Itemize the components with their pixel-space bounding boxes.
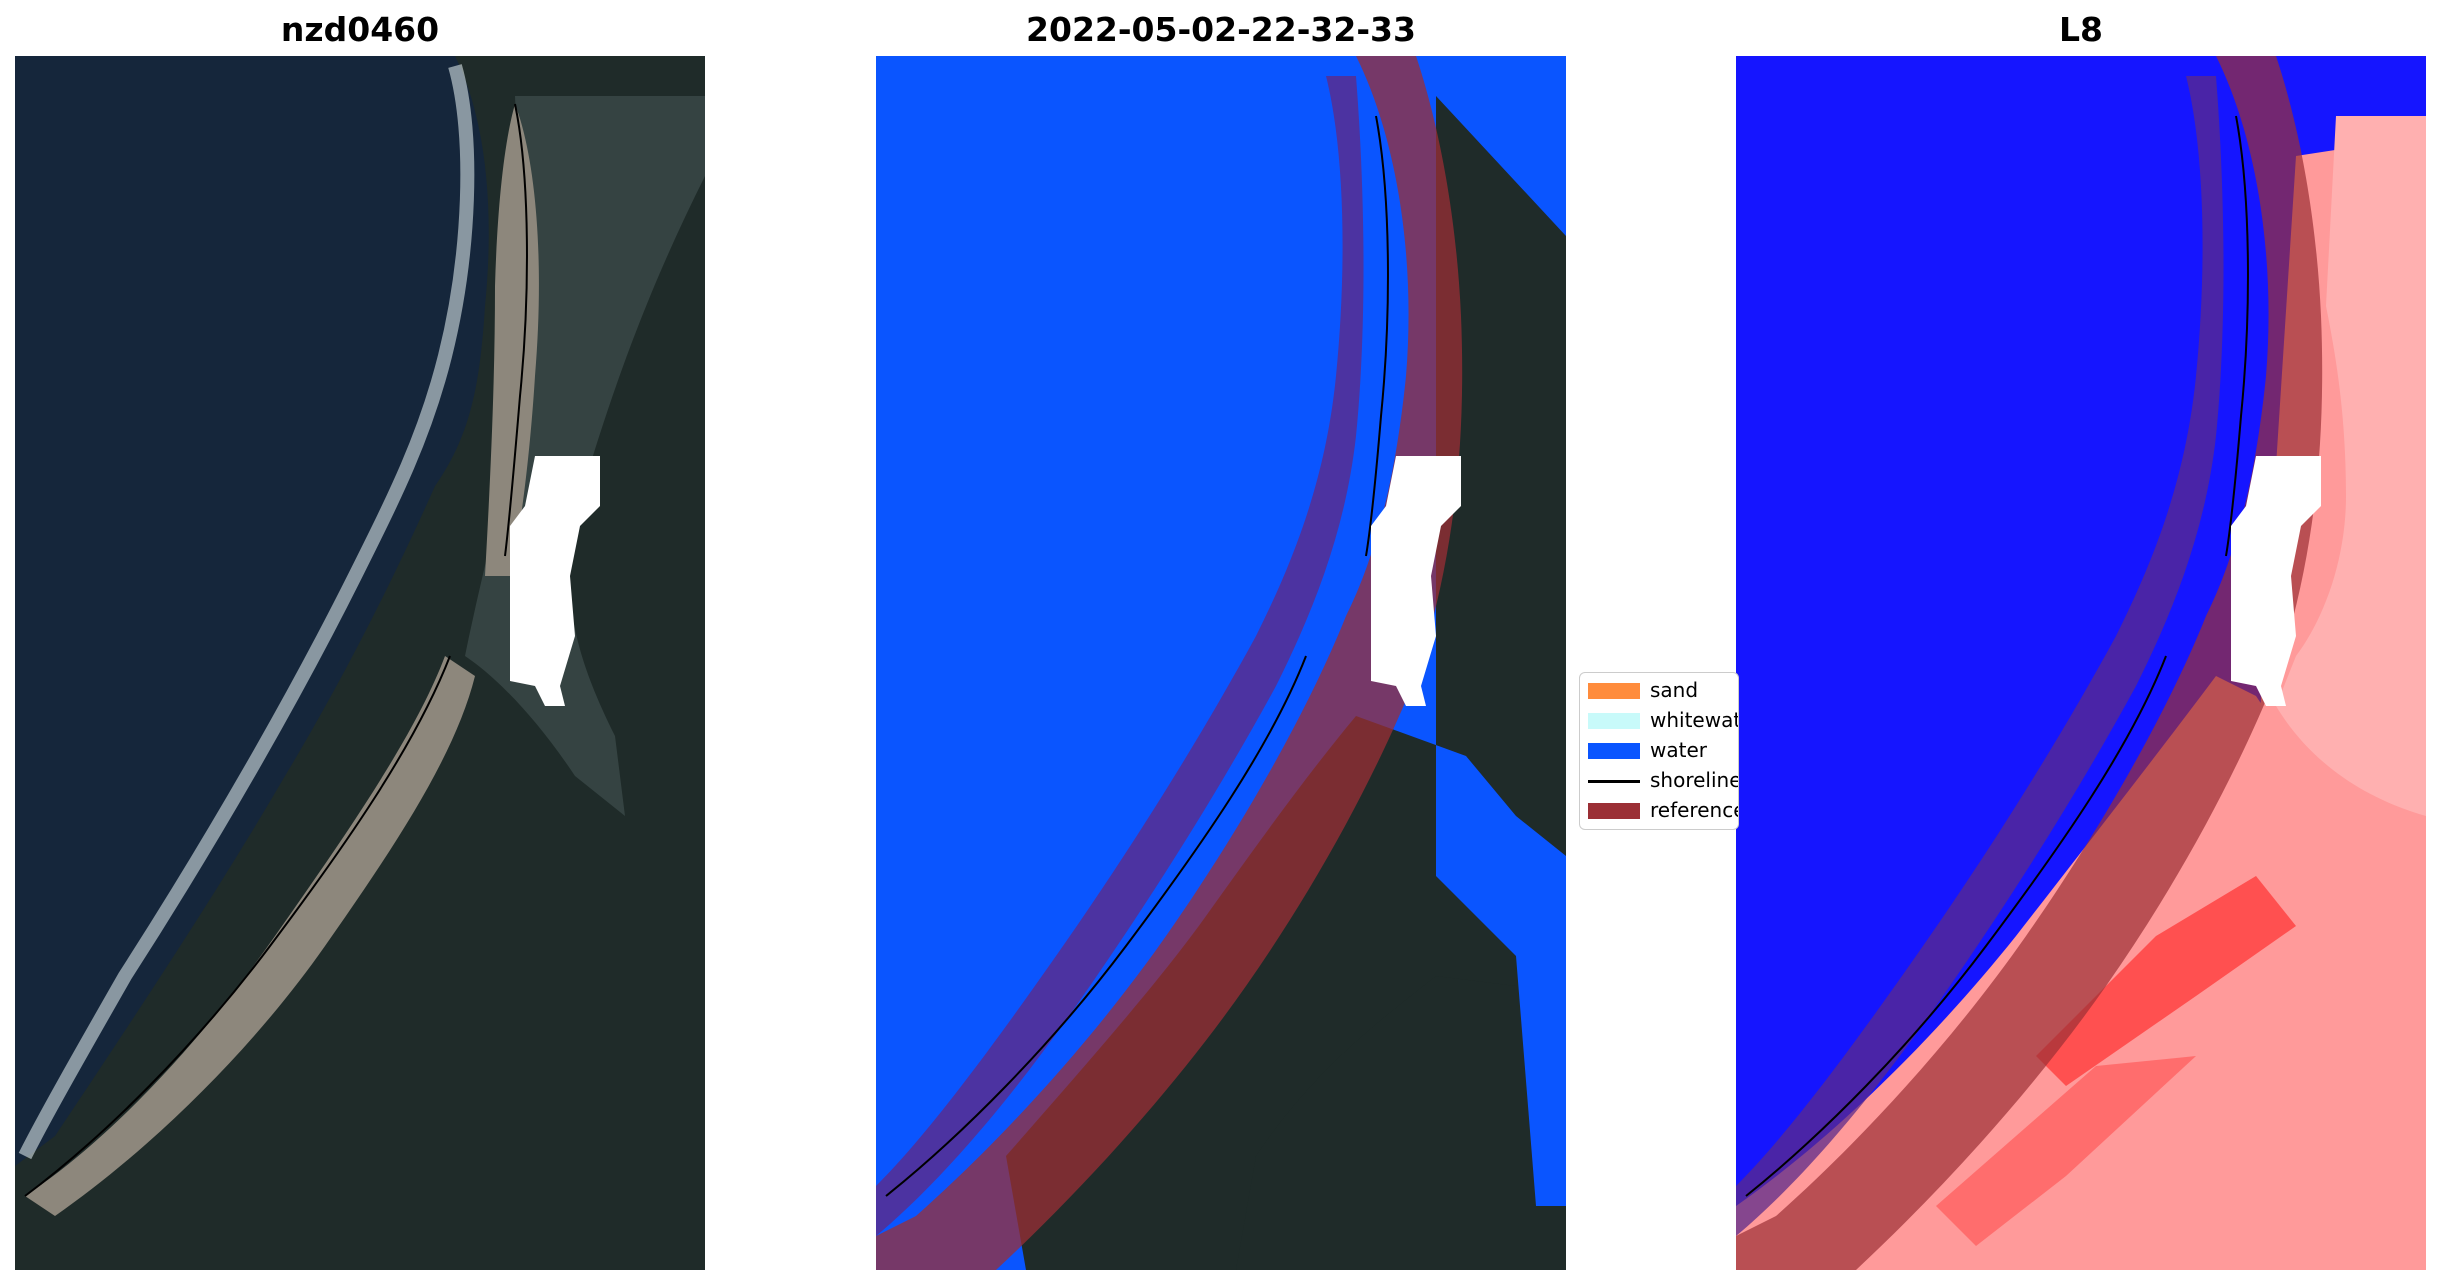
legend-label-reference: reference bbox=[1650, 798, 1739, 822]
rgb-image-panel bbox=[15, 56, 705, 1270]
legend-item-reference: reference bbox=[1580, 795, 1739, 825]
legend-item-whitewater: whitewater bbox=[1580, 705, 1738, 735]
legend-label-water: water bbox=[1650, 738, 1707, 762]
index-image bbox=[1736, 56, 2426, 1270]
legend-item-water: water bbox=[1580, 735, 1738, 765]
classified-image bbox=[876, 56, 1566, 1270]
legend-label-shoreline: shoreline bbox=[1650, 768, 1739, 792]
rgb-image bbox=[15, 56, 705, 1270]
legend-swatch-sand bbox=[1588, 683, 1640, 699]
panel-title-classified: 2022-05-02-22-32-33 bbox=[1026, 10, 1416, 49]
classified-image-panel bbox=[876, 56, 1566, 1270]
legend-swatch-water bbox=[1588, 743, 1640, 759]
panel-title-rgb: nzd0460 bbox=[280, 10, 440, 49]
legend-item-shoreline: shoreline bbox=[1580, 765, 1739, 795]
index-image-panel bbox=[1736, 56, 2426, 1270]
legend-swatch-reference bbox=[1588, 803, 1640, 819]
legend-label-sand: sand bbox=[1650, 678, 1699, 702]
legend: sand whitewater water shoreline referenc… bbox=[1579, 672, 1739, 830]
legend-swatch-whitewater bbox=[1588, 713, 1640, 729]
panel-title-index: L8 bbox=[2059, 10, 2103, 49]
legend-swatch-shoreline bbox=[1588, 780, 1640, 783]
legend-item-sand: sand bbox=[1580, 675, 1738, 705]
legend-label-whitewater: whitewater bbox=[1650, 708, 1738, 732]
